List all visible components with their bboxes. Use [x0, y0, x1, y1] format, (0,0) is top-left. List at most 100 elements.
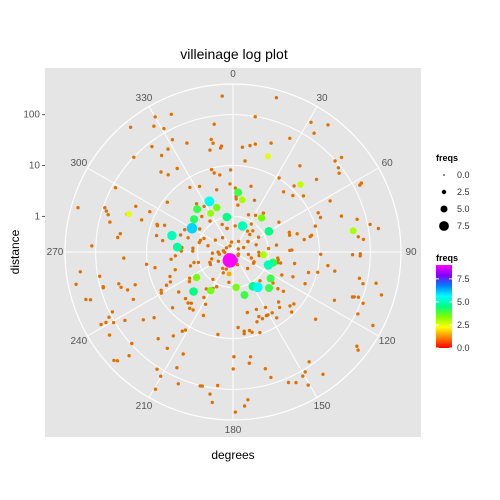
- data-point: [175, 366, 179, 370]
- angular-gridline: [232, 251, 318, 398]
- data-point: [150, 144, 154, 149]
- data-point: [291, 193, 295, 198]
- color-legend-label: 2.5: [457, 320, 470, 330]
- size-legend-key: [440, 205, 448, 213]
- data-point: [242, 332, 246, 336]
- data-point: [210, 251, 215, 255]
- data-point: [277, 305, 282, 310]
- data-point: [276, 287, 280, 291]
- data-point: [103, 206, 107, 210]
- data-point: [356, 312, 360, 316]
- data-point: [228, 182, 232, 186]
- data-point: [90, 244, 94, 248]
- data-point: [326, 123, 330, 127]
- data-point: [234, 188, 243, 197]
- data-point: [257, 250, 261, 254]
- theta-tick-label: 240: [71, 336, 88, 347]
- data-point: [248, 143, 252, 148]
- data-point: [185, 141, 189, 145]
- data-point: [252, 282, 263, 293]
- data-point: [316, 211, 320, 215]
- data-point: [333, 159, 337, 163]
- data-point: [180, 329, 184, 333]
- data-point: [303, 282, 307, 286]
- theta-tick-label: 120: [379, 336, 396, 347]
- data-point: [159, 288, 163, 292]
- data-point: [286, 380, 291, 385]
- data-point: [107, 315, 111, 319]
- data-point: [302, 237, 306, 242]
- data-point: [332, 298, 337, 302]
- data-point: [159, 291, 163, 295]
- data-point: [224, 267, 228, 271]
- data-point: [203, 302, 208, 306]
- theta-tick-label: 90: [405, 247, 417, 258]
- data-point: [207, 209, 215, 217]
- data-point: [357, 276, 362, 280]
- data-point: [159, 170, 163, 174]
- data-point: [225, 226, 229, 231]
- data-point: [276, 256, 280, 260]
- data-point: [216, 383, 220, 388]
- data-point: [198, 384, 202, 388]
- data-point: [211, 141, 215, 145]
- data-point: [110, 310, 115, 314]
- data-point: [328, 199, 332, 203]
- data-point: [270, 311, 274, 315]
- data-point: [200, 214, 204, 219]
- data-point: [152, 316, 156, 320]
- size-legend-label: 0.0: [457, 170, 470, 180]
- data-point: [220, 94, 224, 98]
- data-point: [246, 398, 250, 402]
- angular-gridline: [148, 251, 234, 398]
- data-point: [312, 131, 316, 135]
- data-point: [176, 382, 180, 386]
- size-legend-label: 2.5: [457, 187, 470, 197]
- data-point: [167, 230, 177, 241]
- data-point: [171, 334, 175, 338]
- data-point: [193, 205, 202, 214]
- data-point: [254, 243, 258, 247]
- data-point: [202, 295, 206, 300]
- data-point: [278, 261, 283, 265]
- data-point: [263, 260, 274, 270]
- data-point: [222, 253, 238, 268]
- data-point: [155, 367, 159, 371]
- data-point: [166, 147, 170, 151]
- data-point: [313, 224, 317, 228]
- data-point: [189, 301, 193, 305]
- data-point: [178, 233, 183, 237]
- data-point: [204, 196, 215, 207]
- data-point: [236, 239, 241, 244]
- data-point: [240, 291, 249, 299]
- data-point: [153, 387, 158, 391]
- theta-tick-label: 0: [230, 69, 236, 80]
- data-point: [104, 320, 108, 325]
- data-point: [170, 306, 175, 310]
- grid-layer: [64, 83, 402, 421]
- data-point: [123, 318, 127, 323]
- size-legend-key: [441, 189, 447, 195]
- data-point: [257, 253, 261, 258]
- data-point: [263, 305, 268, 310]
- data-point: [266, 274, 275, 283]
- data-point: [264, 153, 271, 160]
- theta-tick-label: 210: [136, 401, 153, 412]
- data-point: [269, 375, 273, 380]
- data-point: [187, 276, 192, 280]
- data-point: [183, 328, 188, 332]
- data-point: [196, 260, 201, 265]
- data-point: [236, 203, 240, 207]
- data-point: [368, 222, 372, 227]
- theta-tick-label: 30: [316, 93, 328, 104]
- data-point: [223, 250, 227, 255]
- data-point: [165, 200, 169, 204]
- data-point: [313, 317, 318, 321]
- angular-gridline: [232, 251, 379, 337]
- data-point: [159, 374, 163, 378]
- data-point: [274, 96, 279, 100]
- data-point: [226, 271, 232, 277]
- data-point: [260, 251, 267, 259]
- data-point: [294, 380, 298, 385]
